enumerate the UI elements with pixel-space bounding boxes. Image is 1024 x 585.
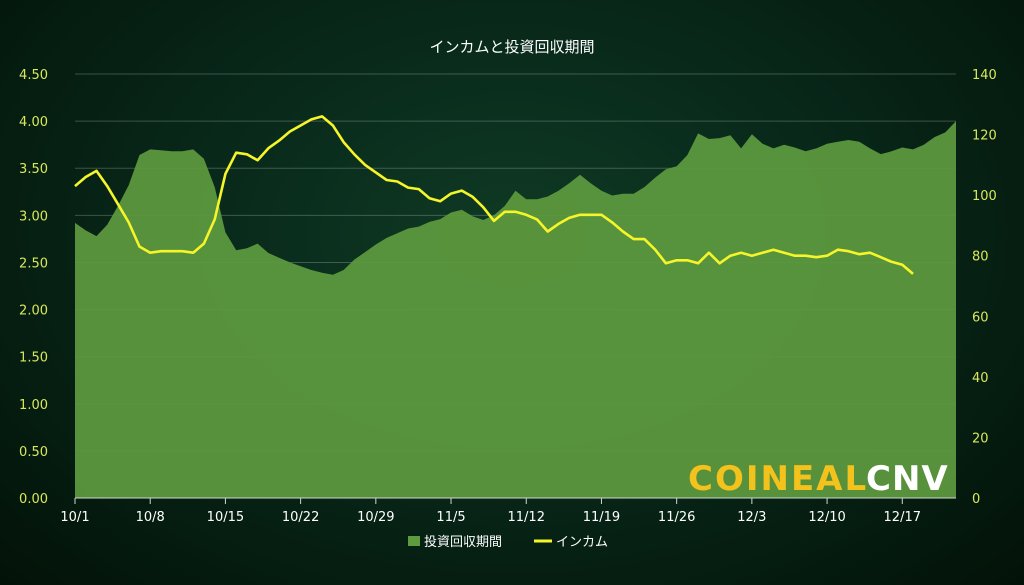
- legend-label-area: 投資回収期間: [424, 534, 502, 550]
- area-series-payback: [75, 121, 956, 498]
- x-axis-ticks: 10/1 10/8 10/15 10/22 10/29 11/5 11/12 11/19 11/…: [60, 498, 921, 525]
- x-tick-label: 11/5: [436, 510, 465, 525]
- x-tick-label: 10/8: [136, 510, 165, 525]
- chart-title: インカムと投資回収期間: [429, 38, 594, 56]
- left-axis-ticks: 0.00 0.50 1.00 1.50 2.00 2.50 3.00 3.50 4.00 4.50: [19, 68, 48, 507]
- x-tick-label: 10/15: [207, 510, 244, 525]
- area-series-layer: [75, 121, 956, 498]
- right-tick-label: 20: [972, 431, 989, 446]
- x-tick-label: 12/17: [884, 510, 921, 525]
- line-series-layer: [74, 115, 914, 275]
- right-axis-ticks: 0 20 40 60 80 100 120 140: [972, 68, 997, 507]
- right-tick-label: 140: [972, 68, 997, 83]
- x-tick-label: 10/22: [282, 510, 319, 525]
- watermark-logo: COINEAL CNV: [688, 459, 949, 499]
- left-tick-label: 1.00: [19, 398, 48, 413]
- logo-cnv: CNV: [866, 459, 949, 499]
- right-tick-label: 100: [972, 189, 997, 204]
- x-tick-label: 11/19: [583, 510, 620, 525]
- legend-label-line: インカム: [556, 535, 608, 550]
- x-tick-label: 11/12: [508, 510, 545, 525]
- left-tick-label: 0.00: [19, 492, 48, 507]
- right-tick-label: 120: [972, 129, 997, 144]
- left-tick-label: 2.50: [19, 256, 48, 271]
- right-tick-label: 40: [972, 371, 989, 386]
- right-tick-label: 80: [972, 250, 989, 265]
- right-tick-label: 0: [972, 492, 980, 507]
- right-tick-label: 60: [972, 310, 989, 325]
- x-tick-label: 10/1: [60, 510, 89, 525]
- left-tick-label: 2.00: [19, 304, 48, 319]
- left-tick-label: 3.50: [19, 162, 48, 177]
- left-tick-label: 3.00: [19, 209, 48, 224]
- line-series-income: [74, 115, 914, 275]
- logo-coineal: COINEAL: [688, 459, 868, 499]
- left-tick-label: 4.50: [19, 68, 48, 83]
- left-tick-label: 1.50: [19, 351, 48, 366]
- x-tick-label: 11/26: [658, 510, 695, 525]
- x-tick-label: 12/10: [808, 510, 845, 525]
- left-tick-label: 0.50: [19, 445, 48, 460]
- x-tick-label: 10/29: [357, 510, 394, 525]
- left-tick-label: 4.00: [19, 115, 48, 130]
- legend-swatch-area: [408, 536, 420, 546]
- x-tick-label: 12/3: [737, 510, 766, 525]
- legend: 投資回収期間 インカム: [408, 534, 608, 550]
